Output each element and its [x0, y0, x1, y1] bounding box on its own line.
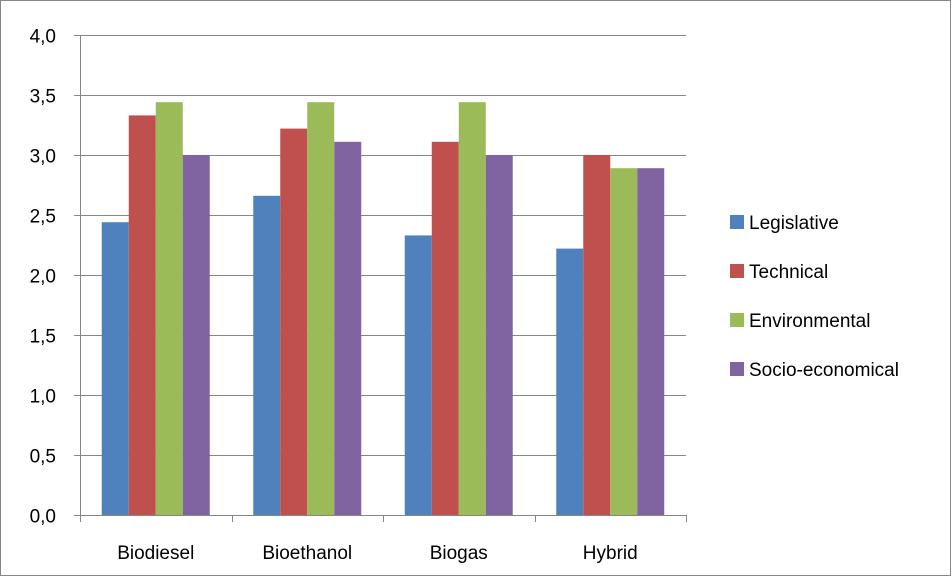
y-tick-label: 3,0	[30, 147, 56, 168]
legend-label: Technical	[749, 262, 828, 283]
x-tick-label: Biogas	[430, 543, 488, 564]
legend-swatch	[730, 215, 744, 229]
bar-environmental	[610, 168, 638, 515]
bar-technical	[431, 141, 459, 516]
bar-environmental	[307, 102, 335, 515]
bar-technical	[280, 128, 308, 515]
x-tick-label: Bioethanol	[262, 543, 352, 564]
axes	[74, 35, 687, 522]
bar-technical	[128, 115, 156, 516]
bar-legislative	[404, 235, 432, 515]
bar-socio-economical	[485, 155, 513, 515]
legend-label: Socio-economical	[749, 360, 899, 381]
bar-legislative	[253, 195, 281, 516]
bar-socio-economical	[182, 155, 210, 515]
y-tick-label: 3,5	[30, 87, 56, 108]
legend: Legislative Technical Environmental Socio-e…	[730, 213, 899, 381]
bars	[101, 102, 665, 516]
x-axis-tick-labels: Biodiesel Bioethanol Biogas Hybrid	[117, 543, 638, 564]
legend-swatch	[730, 264, 744, 278]
legend-swatch	[730, 362, 744, 376]
y-tick-label: 1,0	[30, 387, 56, 408]
y-tick-label: 2,0	[30, 267, 56, 288]
bar-legislative	[101, 222, 129, 515]
y-tick-label: 2,5	[30, 207, 56, 228]
bar-socio-economical	[334, 141, 362, 516]
y-tick-label: 0,0	[30, 507, 56, 528]
y-tick-label: 0,5	[30, 447, 56, 468]
y-axis-tick-labels: 0,0 0,5 1,0 1,5 2,0 2,5 3,0 3,5 4,0	[30, 27, 56, 528]
bar-environmental	[458, 102, 486, 515]
legend-label: Legislative	[749, 213, 839, 234]
legend-label: Environmental	[749, 311, 870, 332]
x-tick-label: Hybrid	[583, 543, 638, 564]
legend-swatch	[730, 313, 744, 327]
bar-technical	[583, 155, 611, 515]
y-tick-label: 1,5	[30, 327, 56, 348]
y-tick-label: 4,0	[30, 27, 56, 48]
bar-environmental	[155, 102, 183, 515]
x-tick-label: Biodiesel	[117, 543, 194, 564]
bar-socio-economical	[637, 168, 665, 515]
bar-legislative	[556, 248, 584, 515]
